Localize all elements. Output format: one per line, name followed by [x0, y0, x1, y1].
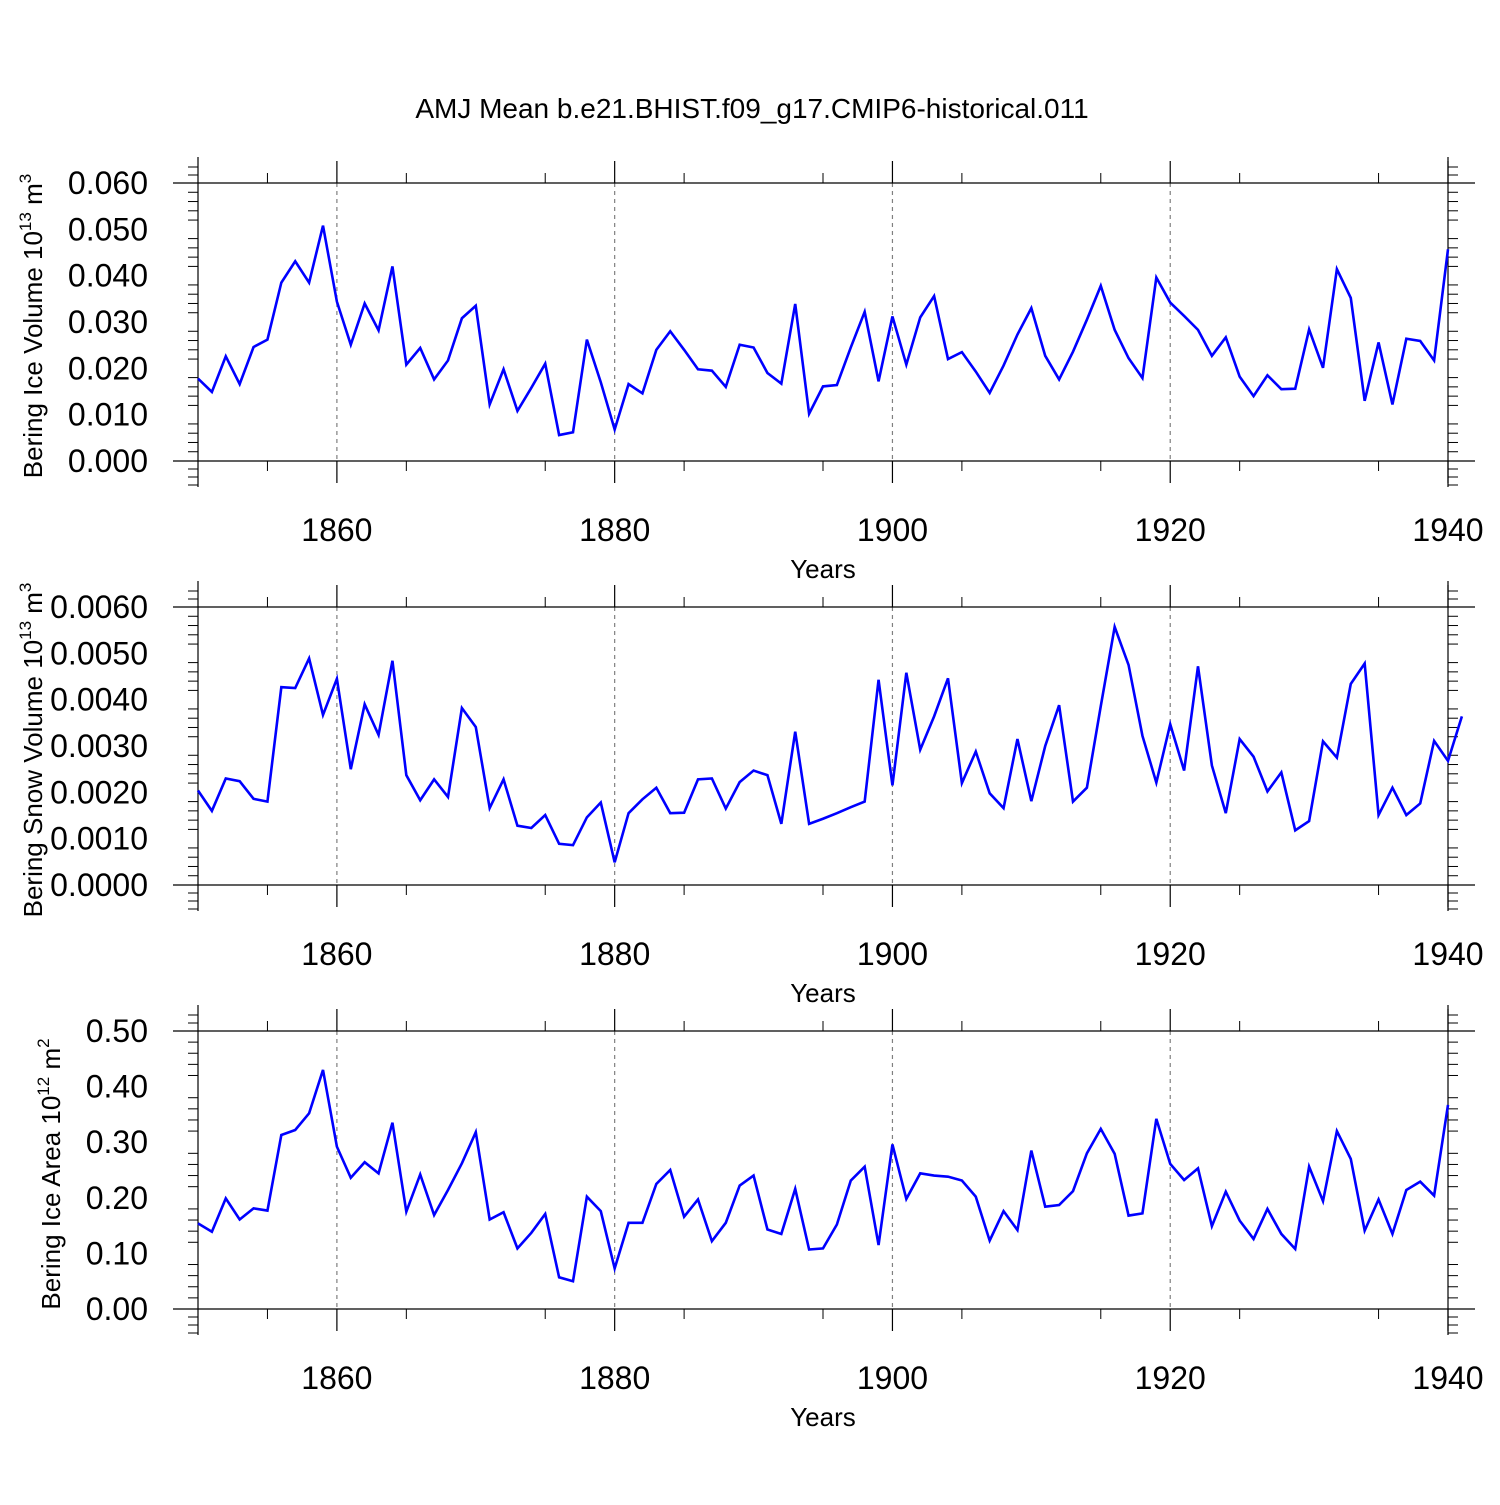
x-tick-label: 1880 — [579, 1360, 650, 1396]
x-axis-label: Years — [790, 978, 856, 1008]
y-tick-label: 0.10 — [86, 1235, 148, 1271]
x-tick-label: 1940 — [1412, 936, 1483, 972]
y-tick-label: 0.000 — [68, 443, 148, 479]
y-tick-label: 0.0050 — [50, 635, 148, 671]
x-axis-label: Years — [790, 1402, 856, 1432]
y-axis-label-unit-exponent: 3 — [16, 174, 35, 183]
x-tick-label: 1860 — [301, 1360, 372, 1396]
y-axis-label-exponent: 13 — [16, 212, 35, 231]
y-axis-label-unit: m — [18, 183, 48, 212]
x-tick-label: 1940 — [1412, 512, 1483, 548]
y-tick-label: 0.030 — [68, 304, 148, 340]
y-axis-label-unit: m — [18, 592, 48, 621]
y-tick-label: 0.0010 — [50, 821, 148, 857]
chart-panel-1: 0.000 0.010 0.020 0.030 0.040 0.050 0.060 1860 1… — [16, 157, 1484, 584]
x-tick-label: 1900 — [857, 936, 928, 972]
chart-panel-3: 0.00 0.10 0.20 0.30 0.40 0.50 1860 1880 1900 1920… — [34, 1005, 1484, 1432]
x-tick-label: 1920 — [1135, 936, 1206, 972]
y-tick-label: 0.0030 — [50, 728, 148, 764]
y-axis-label-main: Bering Ice Area 10 — [36, 1096, 66, 1310]
x-tick-label: 1880 — [579, 512, 650, 548]
y-axis-label-main: Bering Ice Volume 10 — [18, 231, 48, 478]
x-tick-label: 1920 — [1135, 512, 1206, 548]
series-line-bering-snow-volume — [196, 621, 1464, 863]
x-tick-label: 1900 — [857, 512, 928, 548]
y-axis-label: Bering Snow Volume 1013 m3 — [16, 583, 48, 918]
y-axis-label: Bering Ice Volume 1013 m3 — [16, 174, 48, 478]
x-tick-label: 1940 — [1412, 1360, 1483, 1396]
y-tick-label: 0.30 — [86, 1124, 148, 1160]
series-line-bering-ice-area — [197, 1069, 1450, 1283]
y-axis-label-exponent: 12 — [34, 1077, 53, 1096]
y-tick-label: 0.0060 — [50, 589, 148, 625]
x-axis-label: Years — [790, 554, 856, 584]
y-tick-label: 0.40 — [86, 1069, 148, 1105]
y-tick-label: 0.00 — [86, 1291, 148, 1327]
y-tick-label: 0.20 — [86, 1180, 148, 1216]
x-tick-label: 1860 — [301, 512, 372, 548]
y-tick-label: 0.050 — [68, 211, 148, 247]
y-axis-label-unit-exponent: 3 — [16, 583, 35, 592]
y-tick-label: 0.010 — [68, 397, 148, 433]
y-axis-label-exponent: 13 — [16, 621, 35, 640]
y-tick-label: 0.040 — [68, 258, 148, 294]
chart-panel-2: 0.0000 0.0010 0.0020 0.0030 0.0040 0.0050 0.00… — [16, 581, 1484, 1008]
y-tick-label: 0.0000 — [50, 867, 148, 903]
x-tick-label: 1920 — [1135, 1360, 1206, 1396]
x-tick-label: 1860 — [301, 936, 372, 972]
y-axis-label: Bering Ice Area 1012 m2 — [34, 1038, 66, 1309]
y-tick-label: 0.020 — [68, 350, 148, 386]
x-tick-label: 1880 — [579, 936, 650, 972]
y-tick-label: 0.060 — [68, 165, 148, 201]
y-axis-label-unit-exponent: 2 — [34, 1038, 53, 1047]
y-axis-label-main: Bering Snow Volume 10 — [18, 640, 48, 918]
y-axis-label-unit: m — [36, 1048, 66, 1077]
figure-title: AMJ Mean b.e21.BHIST.f09_g17.CMIP6-histo… — [415, 93, 1088, 124]
y-tick-label: 0.50 — [86, 1013, 148, 1049]
y-tick-label: 0.0020 — [50, 774, 148, 810]
y-tick-label: 0.0040 — [50, 682, 148, 718]
series-line-bering-ice-volume — [197, 225, 1450, 437]
x-tick-label: 1900 — [857, 1360, 928, 1396]
